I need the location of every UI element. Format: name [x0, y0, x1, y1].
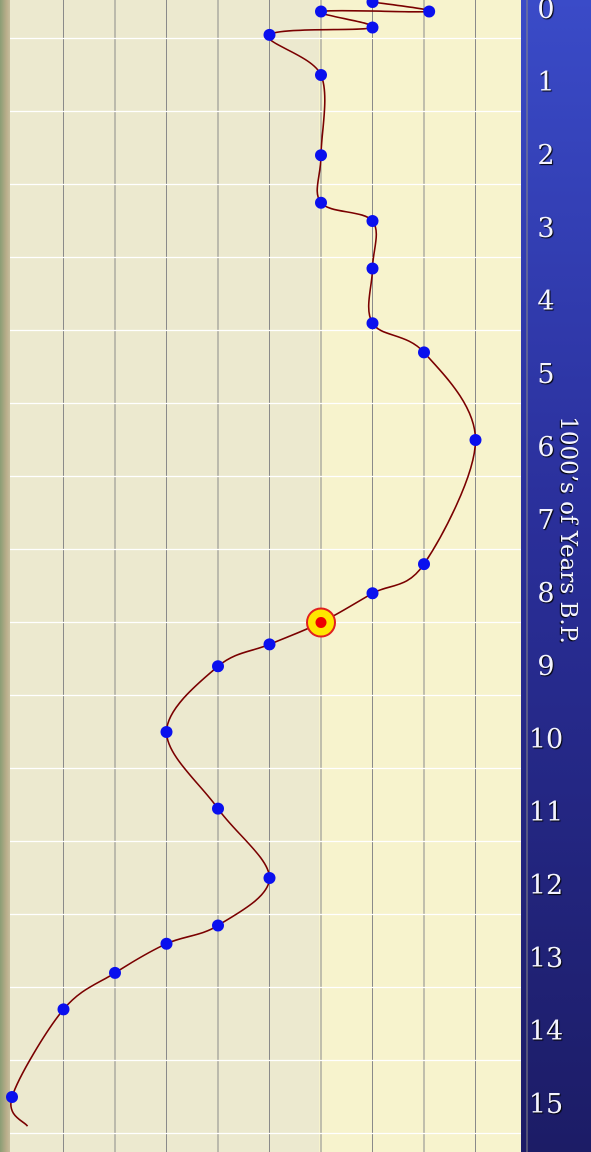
y-tick-label: 3	[537, 213, 555, 244]
data-point	[263, 28, 276, 41]
y-tick-label: 9	[537, 651, 555, 682]
data-point	[160, 937, 173, 950]
data-point	[366, 215, 379, 227]
data-point	[160, 726, 173, 738]
data-point	[212, 802, 224, 815]
data-point	[57, 1003, 70, 1016]
data-point	[366, 262, 379, 275]
data-point	[212, 660, 224, 673]
y-tick-label: 10	[528, 724, 564, 755]
data-point	[366, 21, 379, 34]
data-point	[418, 558, 430, 571]
highlight-band	[319, 0, 521, 1152]
y-tick-label: 13	[528, 943, 564, 974]
data-point	[315, 69, 327, 81]
axis-panel	[521, 0, 591, 1152]
data-point	[315, 196, 327, 209]
y-tick-label: 6	[537, 432, 555, 463]
y-axis-label: 1000’s of Years B.P.	[555, 416, 581, 644]
y-tick-label: 12	[528, 870, 564, 901]
data-point	[366, 587, 379, 600]
y-tick-label: 0	[537, 0, 555, 25]
data-point	[263, 638, 276, 651]
data-point	[6, 1091, 18, 1103]
y-tick-label: 7	[537, 505, 555, 536]
data-point	[315, 5, 327, 18]
y-tick-label: 14	[528, 1016, 564, 1047]
y-tick-label: 15	[528, 1089, 564, 1120]
data-point	[212, 919, 224, 932]
y-tick-label: 11	[528, 797, 564, 828]
data-point	[366, 0, 379, 8]
y-tick-label: 2	[537, 140, 555, 171]
y-tick-label: 4	[537, 286, 555, 317]
y-tick-label: 5	[537, 359, 555, 390]
highlight-point	[315, 617, 327, 628]
data-point	[423, 5, 436, 18]
series-line	[10, 1, 477, 1127]
y-tick-label: 1	[537, 67, 555, 98]
data-point	[418, 346, 430, 359]
data-point	[315, 149, 327, 162]
y-tick-label: 8	[537, 578, 555, 609]
data-point	[109, 966, 121, 979]
data-point	[366, 317, 379, 330]
data-point	[263, 872, 276, 884]
data-point	[469, 434, 482, 446]
